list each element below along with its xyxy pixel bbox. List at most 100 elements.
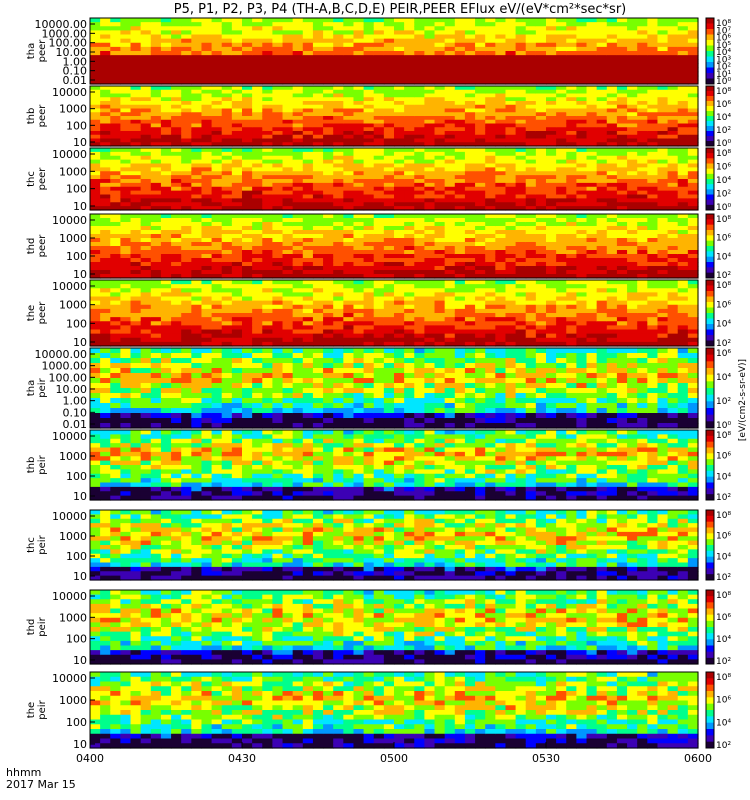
heatmap-cell xyxy=(120,63,132,69)
heatmap-cell xyxy=(414,97,425,102)
heatmap-cell xyxy=(677,222,689,227)
heatmap-cell xyxy=(100,46,111,52)
heatmap-cell xyxy=(667,202,679,207)
heatmap-cell xyxy=(414,93,425,98)
heatmap-cell xyxy=(606,190,618,196)
heatmap-cell xyxy=(160,304,172,310)
heatmap-cell xyxy=(505,337,517,343)
heatmap-cell xyxy=(373,337,385,343)
heatmap-cell xyxy=(363,206,375,211)
heatmap-cell xyxy=(627,288,638,293)
heatmap-cell xyxy=(343,341,355,347)
heatmap-cell xyxy=(535,46,547,52)
heatmap-cell xyxy=(242,202,253,207)
heatmap-cell xyxy=(312,75,324,81)
heatmap-cell xyxy=(444,167,456,172)
heatmap-cell xyxy=(434,123,446,128)
heatmap-cell xyxy=(576,86,588,91)
heatmap-cell xyxy=(576,292,588,298)
colorbar-frame xyxy=(705,17,715,85)
heatmap-cell xyxy=(576,300,588,306)
heatmap-cell xyxy=(394,167,405,172)
heatmap-cell xyxy=(110,75,121,81)
heatmap-cell xyxy=(211,93,223,98)
heatmap-cell xyxy=(687,329,699,335)
heatmap-cell xyxy=(191,304,203,310)
heatmap-cell xyxy=(221,313,233,318)
heatmap-cell xyxy=(485,308,496,314)
heatmap-cell xyxy=(667,300,679,306)
heatmap-cell xyxy=(525,167,537,172)
heatmap-cell xyxy=(485,51,496,56)
heatmap-cell xyxy=(535,101,547,106)
colorbar-segment xyxy=(706,101,714,107)
heatmap-cell xyxy=(404,246,415,251)
heatmap-cell xyxy=(576,321,588,326)
heatmap-cell xyxy=(120,186,132,192)
heatmap-cell xyxy=(130,163,142,168)
heatmap-cell xyxy=(606,108,618,113)
heatmap-cell xyxy=(667,190,679,196)
heatmap-cell xyxy=(211,97,223,102)
heatmap-cell xyxy=(434,238,446,243)
heatmap-cell xyxy=(282,262,294,267)
heatmap-cell xyxy=(657,270,669,275)
heatmap-cell xyxy=(231,194,243,199)
heatmap-cell xyxy=(394,148,405,153)
heatmap-cell xyxy=(637,89,648,95)
heatmap-cell xyxy=(485,26,496,31)
heatmap-cell xyxy=(191,123,203,128)
heatmap-cell xyxy=(272,89,284,95)
heatmap-cell xyxy=(424,42,436,48)
heatmap-cell xyxy=(191,325,203,331)
heatmap-cell xyxy=(363,97,375,102)
heatmap-cell xyxy=(292,226,304,231)
heatmap-cell xyxy=(505,86,517,91)
heatmap-cell xyxy=(515,75,527,81)
heatmap-cell xyxy=(201,55,213,60)
heatmap-cell xyxy=(231,341,243,347)
heatmap-cell xyxy=(454,131,466,136)
heatmap-cell xyxy=(394,288,405,293)
heatmap-cell xyxy=(242,325,253,331)
heatmap-cell xyxy=(464,186,476,192)
heatmap-cell xyxy=(383,123,395,128)
heatmap-cell xyxy=(627,131,638,136)
heatmap-cell xyxy=(191,116,203,121)
heatmap-cell xyxy=(586,222,598,227)
heatmap-cell xyxy=(333,71,344,77)
heatmap-cell xyxy=(302,108,314,113)
heatmap-cell xyxy=(160,308,172,314)
heatmap-cell xyxy=(171,131,182,136)
heatmap-cell xyxy=(302,341,314,347)
heatmap-cell xyxy=(657,30,669,36)
heatmap-cell xyxy=(100,292,111,298)
heatmap-cell xyxy=(485,175,496,180)
heatmap-cell xyxy=(363,46,375,52)
heatmap-cell xyxy=(475,38,486,44)
heatmap-cell xyxy=(434,119,446,125)
heatmap-cell xyxy=(343,22,355,27)
heatmap-cell xyxy=(434,151,446,157)
heatmap-cell xyxy=(282,167,294,172)
heatmap-cell xyxy=(535,79,547,85)
heatmap-cell xyxy=(677,190,689,196)
heatmap-cell xyxy=(383,89,395,95)
heatmap-cell xyxy=(566,186,577,192)
heatmap-cell xyxy=(312,226,324,231)
heatmap-cell xyxy=(444,75,456,81)
heatmap-cell xyxy=(353,34,365,40)
heatmap-cell xyxy=(110,288,121,293)
heatmap-cell xyxy=(687,258,699,263)
heatmap-cell xyxy=(160,325,172,331)
heatmap-cell xyxy=(302,142,314,147)
heatmap-cell xyxy=(130,333,142,339)
heatmap-cell xyxy=(262,179,273,184)
heatmap-cell xyxy=(252,317,263,322)
heatmap-cell xyxy=(667,313,679,318)
heatmap-cell xyxy=(100,337,111,343)
heatmap-cell xyxy=(201,234,213,239)
heatmap-cell xyxy=(464,108,476,113)
heatmap-cell xyxy=(404,51,415,56)
heatmap-cell xyxy=(373,317,385,322)
